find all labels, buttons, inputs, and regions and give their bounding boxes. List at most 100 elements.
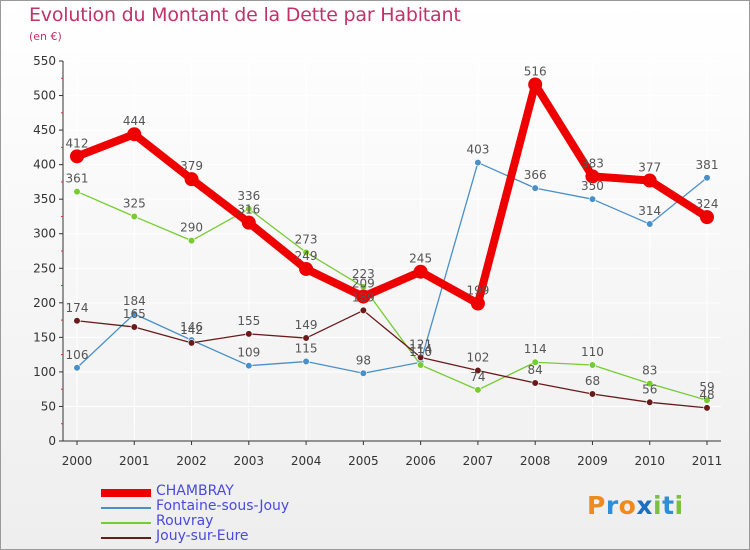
data-label: 109 [237, 346, 260, 360]
series-point [245, 205, 253, 213]
series-point [302, 248, 310, 256]
y-tick-label: 300 [33, 227, 56, 241]
series-point [302, 357, 310, 366]
data-label: 245 [409, 252, 432, 266]
series-point [130, 323, 138, 331]
x-tick-label: 2009 [577, 454, 608, 468]
data-label: 149 [295, 318, 318, 332]
proxiti-logo: Proxiti [587, 491, 684, 520]
data-label: 412 [66, 136, 89, 150]
data-label: 84 [528, 363, 543, 377]
series-point [703, 396, 711, 404]
data-label: 121 [409, 337, 432, 351]
x-tick-label: 2010 [634, 454, 665, 468]
data-label: 74 [470, 370, 485, 384]
x-tick-label: 2008 [520, 454, 551, 468]
data-label: 383 [581, 156, 604, 170]
y-tick-label: 550 [33, 54, 56, 68]
series-point [130, 212, 138, 221]
data-label: 174 [66, 301, 89, 315]
data-label: 155 [237, 314, 260, 328]
y-tick-label: 350 [33, 192, 56, 206]
data-label: 325 [123, 196, 146, 210]
series-point [70, 149, 84, 164]
series-point [417, 361, 425, 369]
x-tick-label: 2002 [176, 454, 207, 468]
series-line-3 [76, 309, 708, 409]
series-point [356, 289, 371, 304]
data-label: 290 [180, 221, 203, 235]
series-point [642, 173, 657, 188]
legend-swatch [101, 489, 151, 497]
data-label: 102 [466, 351, 489, 365]
series-point [700, 210, 714, 225]
series-point [417, 353, 425, 362]
y-tick-label: 100 [33, 365, 56, 379]
data-label: 366 [524, 168, 547, 182]
y-tick-label: 200 [33, 296, 56, 310]
data-label: 316 [237, 203, 260, 217]
series-point [474, 158, 482, 167]
legend-label: Rouvray [156, 513, 214, 529]
data-label: 110 [409, 345, 432, 359]
x-tick-label: 2001 [119, 454, 150, 468]
series-point [703, 404, 711, 412]
x-tick-label: 2004 [291, 454, 322, 468]
series-point [646, 220, 654, 228]
series-point [470, 296, 485, 311]
x-tick-label: 2003 [234, 454, 265, 468]
legend-label: CHAMBRAY [156, 483, 234, 499]
y-tick-label: 250 [33, 261, 56, 275]
series-line-2 [76, 190, 708, 401]
y-tick-label: 150 [33, 330, 56, 344]
series-line-1 [76, 161, 708, 374]
y-tick-label: 0 [48, 434, 56, 448]
legend-swatch [101, 507, 151, 509]
chart-title: Evolution du Montant de la Dette par Hab… [29, 4, 461, 26]
series-point [646, 380, 654, 388]
series-point [413, 264, 428, 279]
data-label: 189 [352, 290, 375, 304]
series-point [127, 127, 142, 142]
series-point [528, 77, 543, 92]
series-point [73, 187, 81, 196]
y-tick-label: 450 [33, 123, 56, 137]
data-label: 336 [237, 189, 260, 203]
series-line-0 [75, 80, 710, 308]
legend-label: Jouy-sur-Eure [156, 528, 249, 544]
data-label: 114 [409, 342, 432, 356]
series-point [646, 398, 654, 406]
series-point [359, 306, 367, 315]
series-point [588, 361, 597, 369]
series-point [187, 339, 196, 347]
data-label: 324 [696, 197, 719, 211]
series-point [241, 215, 256, 230]
data-label: 377 [638, 161, 661, 175]
series-point [703, 174, 711, 182]
x-tick-label: 2000 [62, 454, 93, 468]
data-label: 110 [581, 345, 604, 359]
data-label: 199 [466, 284, 489, 298]
x-tick-label: 2011 [692, 454, 723, 468]
data-label: 444 [123, 114, 146, 128]
series-point [299, 261, 314, 276]
y-tick-label: 400 [33, 158, 56, 172]
series-point [585, 169, 600, 184]
data-label: 98 [356, 353, 371, 367]
x-tick-label: 2007 [463, 454, 494, 468]
series-point [531, 358, 539, 366]
series-point [474, 366, 482, 375]
data-label: 59 [699, 380, 714, 394]
y-tick-label: 50 [41, 399, 56, 413]
data-label: 83 [642, 364, 657, 378]
data-label: 184 [123, 294, 146, 308]
data-label: 516 [524, 64, 547, 78]
data-label: 350 [581, 179, 604, 193]
data-label: 379 [180, 159, 203, 173]
data-label: 48 [699, 388, 714, 402]
series-point [588, 390, 597, 398]
series-point [359, 369, 367, 377]
x-tick-label: 2006 [405, 454, 436, 468]
y-tick-label: 500 [33, 89, 56, 103]
